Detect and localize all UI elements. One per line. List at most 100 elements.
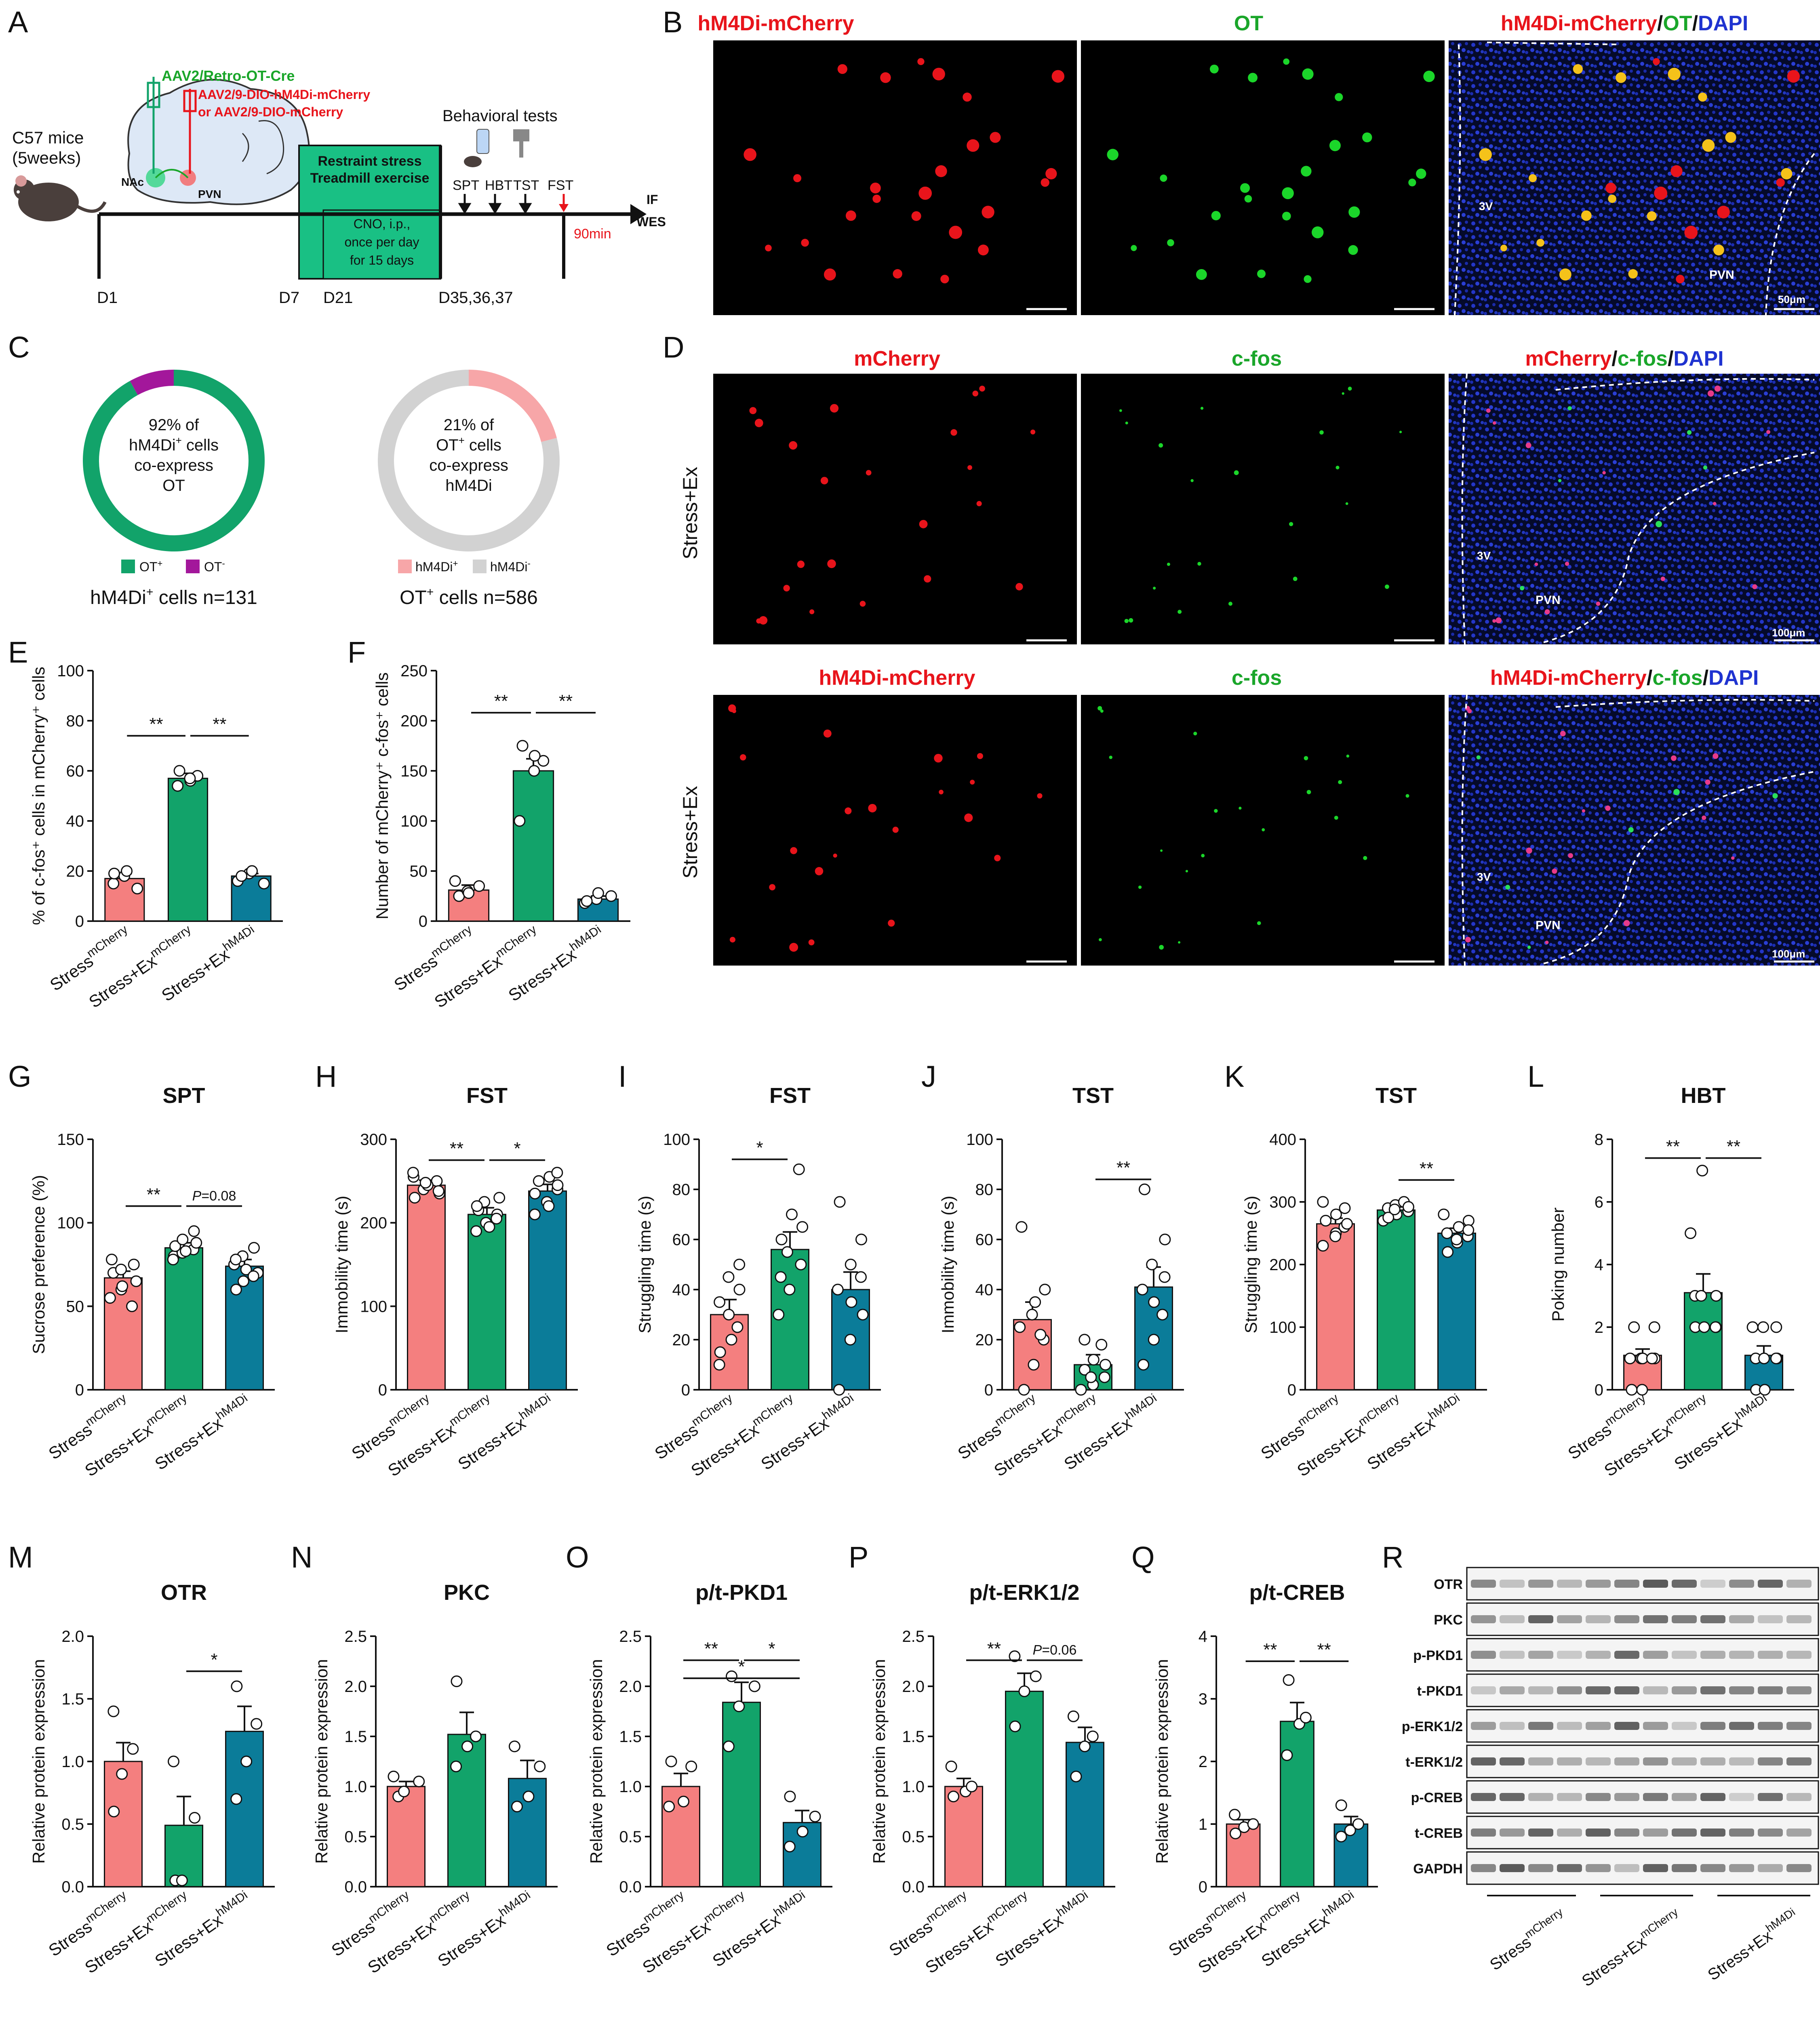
blot-band: [1586, 1864, 1611, 1872]
c2-legend-1: hM4Di+: [415, 558, 458, 574]
data-point: [1095, 1338, 1108, 1351]
data-point: [537, 755, 550, 767]
blot-band: [1758, 1864, 1783, 1872]
day-label-3: D21: [323, 289, 353, 307]
significance-label: **: [1727, 1137, 1740, 1157]
data-point: [1229, 1827, 1241, 1839]
y-tick-label: 250: [400, 662, 428, 680]
data-point: [237, 1275, 249, 1287]
data-point: [511, 1801, 523, 1813]
y-tick-label: 1.5: [902, 1728, 925, 1746]
data-point: [945, 1760, 957, 1772]
data-point: [184, 772, 196, 785]
merge-cell: [1529, 174, 1537, 183]
significance-label: *: [514, 1139, 520, 1159]
b-pvn-label: PVN: [1709, 268, 1734, 282]
data-point: [248, 1242, 260, 1254]
bar: [407, 1185, 446, 1391]
data-point: [723, 1740, 735, 1753]
green-cell: [1306, 790, 1311, 794]
y-tick-label: 2.5: [619, 1628, 642, 1645]
data-point: [795, 1258, 807, 1271]
blot-band: [1586, 1615, 1611, 1623]
blot-band: [1557, 1722, 1582, 1730]
d2-title-2: c-fos: [1232, 666, 1282, 690]
panel-letter-j: J: [921, 1060, 936, 1093]
blot-group-label: Stress+ExmCherry: [1577, 1906, 1685, 1990]
bar: [447, 1734, 486, 1887]
blot-band: [1528, 1829, 1553, 1837]
red-cell: [789, 943, 798, 952]
green-cell: [1304, 756, 1308, 760]
d2-title-3: hM4Di-mCherry/c-fos/DAPI: [1490, 666, 1759, 690]
red-cell: [845, 210, 856, 221]
virus-label-red-1: AAV2/9-DIO-hM4Di-mCherry: [198, 87, 370, 102]
data-point: [172, 780, 184, 792]
red-cell: [870, 183, 881, 194]
merge-cell: [1713, 502, 1717, 505]
red-cell: [964, 813, 973, 822]
red-cell: [749, 407, 757, 415]
y-tick-label: 60: [975, 1231, 994, 1249]
data-point: [176, 1875, 188, 1886]
blot-band: [1786, 1829, 1812, 1837]
green-cell: [1178, 941, 1181, 944]
blot-band: [1471, 1651, 1496, 1659]
merge-cell: [1520, 586, 1525, 591]
panel-letter-a: A: [8, 5, 28, 39]
merge-cell: [1465, 936, 1471, 943]
merge-cell: [1573, 64, 1583, 74]
data-point: [126, 1300, 138, 1312]
y-tick-label: 1.0: [902, 1778, 925, 1796]
data-point: [1159, 1271, 1171, 1283]
red-cell: [911, 211, 921, 221]
green-cell: [1196, 269, 1207, 280]
blot-band: [1758, 1829, 1783, 1837]
d2-3v-label: 3V: [1477, 871, 1491, 883]
data-point: [723, 1309, 735, 1321]
blot-band: [1528, 1615, 1553, 1623]
x-tick-label: Stress+ExmCherry: [638, 1888, 752, 1977]
c1-legend-2: OT-: [204, 558, 225, 574]
data-point: [529, 1187, 541, 1199]
data-point: [1335, 1799, 1347, 1811]
blot-band: [1700, 1580, 1725, 1588]
green-cell: [1234, 470, 1239, 476]
c2-legend-2: hM4Di-: [490, 558, 531, 574]
bar: [722, 1702, 761, 1887]
day-label-4: D35,36,37: [438, 289, 513, 307]
red-cell: [1037, 793, 1043, 799]
blot-band: [1643, 1651, 1668, 1659]
blot-band: [1700, 1686, 1725, 1694]
data-point: [1067, 1710, 1079, 1722]
bar: [387, 1786, 426, 1887]
data-point: [1079, 1364, 1091, 1376]
y-axis-label: Relative protein expression: [870, 1659, 889, 1864]
green-cell: [1193, 732, 1197, 736]
c2-line1: 21% of: [444, 416, 494, 434]
significance-label: *: [211, 1650, 217, 1670]
blot-band: [1500, 1580, 1525, 1588]
merge-cell: [1654, 186, 1668, 200]
y-tick-label: 50: [410, 863, 428, 880]
data-point: [398, 1785, 410, 1797]
data-point: [1339, 1202, 1351, 1214]
test-label-fst: FST: [548, 178, 573, 193]
y-tick-label: 0: [75, 1381, 84, 1399]
red-cell: [972, 390, 979, 397]
blot-band: [1729, 1615, 1754, 1623]
data-point: [529, 1208, 541, 1220]
green-cell: [1282, 187, 1294, 199]
merge-cell: [1713, 753, 1719, 759]
data-point: [1281, 1749, 1293, 1761]
d1-image-mcherry: [713, 374, 1077, 644]
data-point: [1341, 1218, 1353, 1230]
blot-band: [1729, 1686, 1754, 1694]
chart-title: TST: [1072, 1084, 1114, 1108]
data-point: [1317, 1240, 1329, 1252]
merge-cell: [1525, 442, 1531, 448]
red-cell: [808, 939, 815, 946]
merge-cell: [1476, 755, 1481, 760]
y-axis-label: Immobility time (s): [332, 1196, 351, 1334]
red-cell: [893, 269, 902, 279]
